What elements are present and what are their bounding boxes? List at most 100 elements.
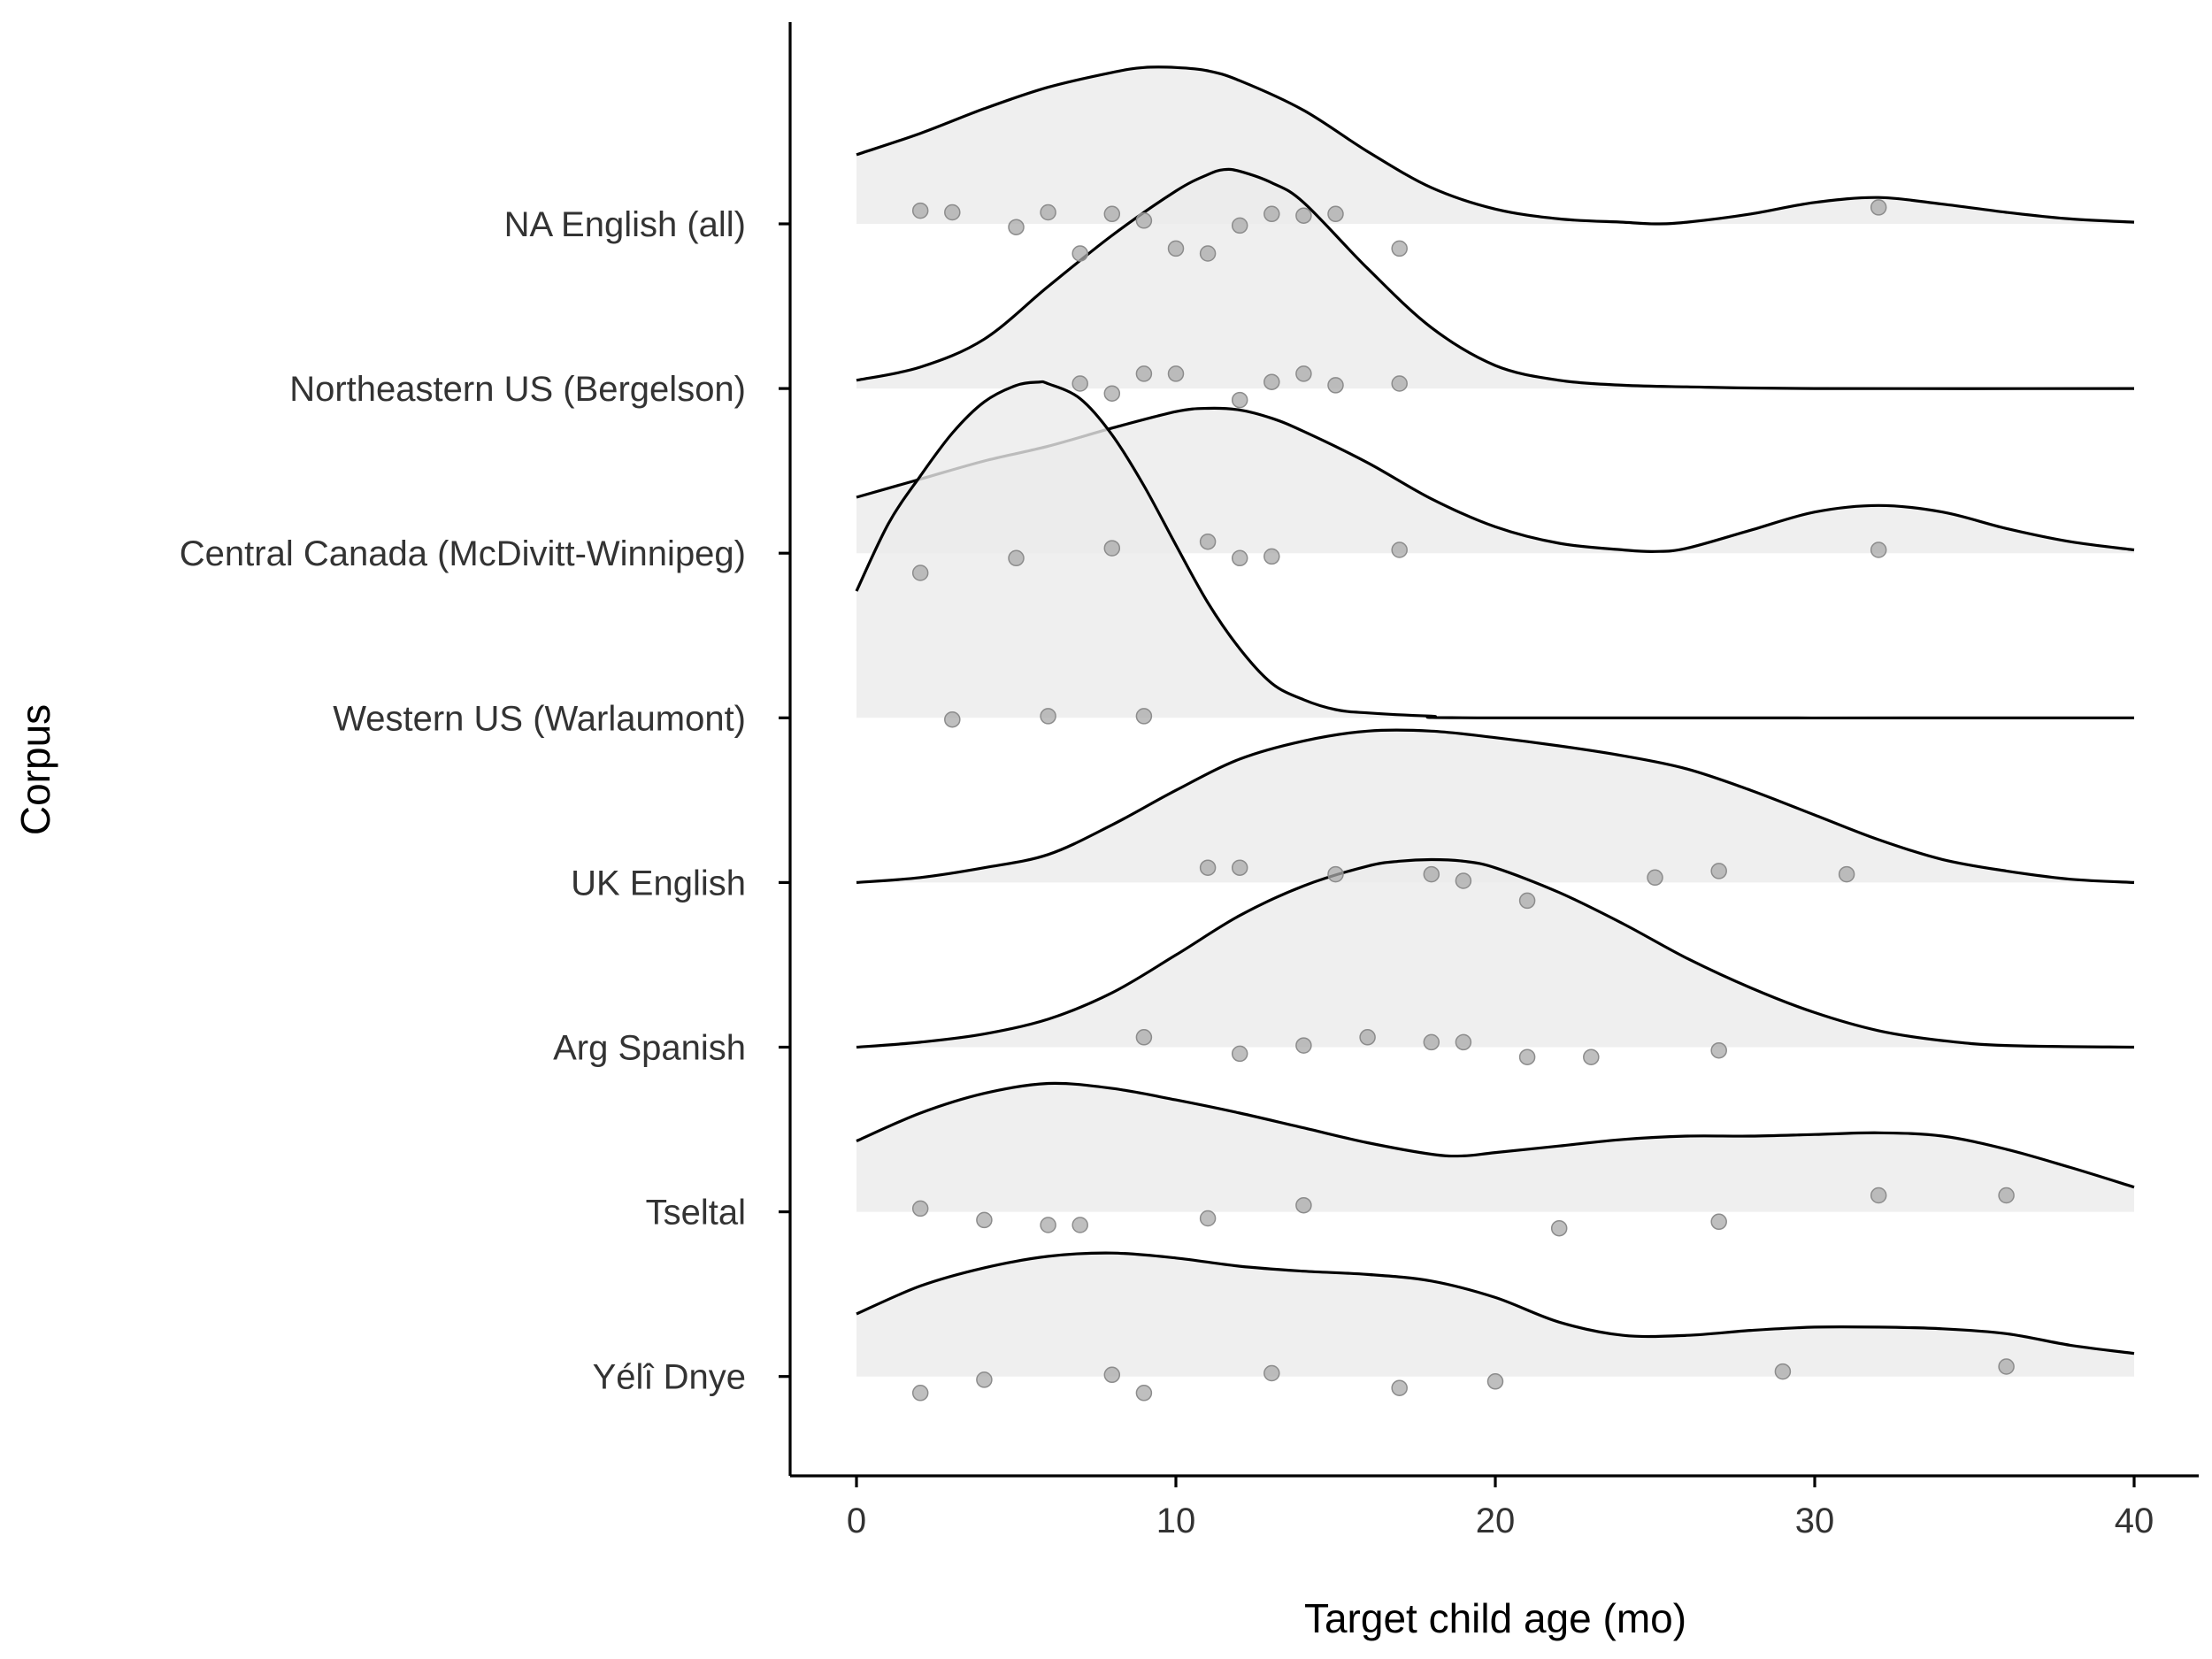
ridge-fill-arg-spanish bbox=[856, 859, 2134, 1048]
point-tseltal bbox=[1550, 1219, 1568, 1237]
point-arg-spanish bbox=[1231, 1045, 1248, 1063]
point-western-us-warlaumont bbox=[944, 710, 961, 728]
y-tick-label-central-canada-mcdivitt-winnipeg: Central Canada (McDivitt-Winnipeg) bbox=[180, 534, 746, 573]
point-tseltal bbox=[1071, 1217, 1088, 1233]
point-northeastern-us-bergelson bbox=[1135, 365, 1153, 382]
point-northeastern-us-bergelson bbox=[1295, 365, 1312, 382]
x-tick-label-10: 10 bbox=[1156, 1502, 1196, 1540]
point-tseltal bbox=[1870, 1187, 1887, 1204]
y-tick-label-uk-english: UK English bbox=[571, 864, 746, 902]
point-na-english-all bbox=[1231, 217, 1248, 234]
point-central-canada-mcdivitt-winnipeg bbox=[1008, 549, 1025, 567]
ridge-line-yeli-dnye bbox=[856, 1251, 2135, 1356]
point-na-english-all bbox=[1040, 204, 1056, 221]
y-tick-label-na-english-all: NA English (all) bbox=[504, 205, 746, 244]
point-tseltal bbox=[976, 1211, 993, 1229]
point-uk-english bbox=[1327, 865, 1344, 883]
ridge-fill-central-canada-mcdivitt-winnipeg bbox=[856, 408, 2134, 554]
point-northeastern-us-bergelson bbox=[1167, 365, 1185, 382]
point-arg-spanish bbox=[1455, 1033, 1472, 1051]
point-tseltal bbox=[1295, 1196, 1312, 1214]
point-yeli-dnye bbox=[976, 1371, 993, 1388]
ridge-line-arg-spanish bbox=[856, 857, 2135, 1049]
point-yeli-dnye bbox=[1135, 1385, 1153, 1402]
point-yeli-dnye bbox=[1998, 1358, 2015, 1375]
point-arg-spanish bbox=[1710, 1041, 1727, 1059]
point-uk-english bbox=[1455, 872, 1472, 889]
point-uk-english bbox=[1199, 859, 1217, 876]
point-yeli-dnye bbox=[911, 1385, 929, 1402]
point-arg-spanish bbox=[1295, 1037, 1312, 1054]
point-na-english-all bbox=[1103, 205, 1121, 223]
point-na-english-all bbox=[1008, 219, 1025, 235]
point-uk-english bbox=[1838, 865, 1855, 883]
point-na-english-all bbox=[1071, 245, 1088, 262]
point-northeastern-us-bergelson bbox=[1231, 391, 1248, 409]
x-tick-label-20: 20 bbox=[1476, 1502, 1516, 1540]
point-uk-english bbox=[1231, 859, 1248, 876]
point-central-canada-mcdivitt-winnipeg bbox=[1391, 541, 1408, 558]
point-na-english-all bbox=[1199, 245, 1217, 262]
ridge-fill-na-english-all bbox=[856, 66, 2134, 224]
point-arg-spanish bbox=[1359, 1029, 1376, 1046]
point-na-english-all bbox=[1391, 240, 1408, 257]
point-arg-spanish bbox=[1135, 1029, 1153, 1046]
ridge-fill-yeli-dnye bbox=[856, 1253, 2134, 1377]
y-axis-title: Corpus bbox=[12, 704, 58, 835]
y-tick-label-arg-spanish: Arg Spanish bbox=[553, 1029, 746, 1068]
ridge-line-western-us-warlaumont bbox=[855, 380, 2135, 720]
point-na-english-all bbox=[911, 202, 929, 219]
ridge-fill-tseltal bbox=[856, 1083, 2134, 1212]
point-uk-english bbox=[1518, 892, 1536, 910]
point-yeli-dnye bbox=[1774, 1363, 1792, 1380]
point-arg-spanish bbox=[1583, 1048, 1600, 1065]
x-axis-title: Target child age (mo) bbox=[1304, 1595, 1686, 1641]
point-tseltal bbox=[911, 1200, 929, 1217]
point-na-english-all bbox=[1295, 207, 1312, 224]
y-tick-label-tseltal: Tseltal bbox=[646, 1194, 746, 1233]
point-na-english-all bbox=[1167, 240, 1185, 257]
x-tick-label-30: 30 bbox=[1795, 1502, 1835, 1540]
ridges-layer bbox=[855, 65, 2135, 1377]
point-tseltal bbox=[1710, 1213, 1727, 1231]
point-na-english-all bbox=[1135, 212, 1153, 229]
ridge-line-uk-english bbox=[856, 728, 2135, 884]
point-yeli-dnye bbox=[1103, 1366, 1121, 1384]
point-central-canada-mcdivitt-winnipeg bbox=[1263, 548, 1280, 565]
point-yeli-dnye bbox=[1486, 1373, 1504, 1390]
point-western-us-warlaumont bbox=[1040, 708, 1056, 725]
point-uk-english bbox=[1710, 863, 1727, 879]
point-na-english-all bbox=[1870, 199, 1887, 216]
x-tick-label-0: 0 bbox=[847, 1502, 866, 1540]
x-ticks-layer: 0 10 20 30 40 bbox=[847, 1476, 2154, 1540]
point-na-english-all bbox=[1263, 205, 1280, 223]
point-arg-spanish bbox=[1518, 1048, 1536, 1065]
point-uk-english bbox=[1647, 869, 1663, 887]
point-na-english-all bbox=[1327, 205, 1344, 223]
point-northeastern-us-bergelson bbox=[1327, 377, 1344, 394]
point-tseltal bbox=[1199, 1210, 1217, 1227]
ridge-line-na-english-all bbox=[856, 65, 2135, 226]
ridge-line-northeastern-us-bergelson bbox=[856, 167, 2135, 390]
y-tick-label-yeli-dnye: Yélî Dnye bbox=[593, 1358, 746, 1397]
ridge-fill-uk-english bbox=[856, 730, 2134, 883]
point-central-canada-mcdivitt-winnipeg bbox=[1231, 549, 1248, 567]
ridge-line-tseltal bbox=[856, 1081, 2135, 1189]
ridge-fill-northeastern-us-bergelson bbox=[856, 169, 2134, 389]
point-central-canada-mcdivitt-winnipeg bbox=[1199, 533, 1217, 550]
y-tick-label-western-us-warlaumont: Western US (Warlaumont) bbox=[333, 699, 746, 738]
point-tseltal bbox=[1040, 1217, 1056, 1233]
point-yeli-dnye bbox=[1391, 1379, 1408, 1396]
point-uk-english bbox=[1423, 865, 1440, 883]
y-tick-label-northeastern-us-bergelson: Northeastern US (Bergelson) bbox=[289, 370, 746, 409]
x-tick-label-40: 40 bbox=[2115, 1502, 2154, 1540]
point-northeastern-us-bergelson bbox=[1071, 375, 1088, 392]
point-na-english-all bbox=[944, 204, 961, 221]
point-northeastern-us-bergelson bbox=[1263, 373, 1280, 390]
point-tseltal bbox=[1998, 1187, 2015, 1204]
point-northeastern-us-bergelson bbox=[1391, 375, 1408, 392]
point-western-us-warlaumont bbox=[1135, 708, 1153, 725]
point-central-canada-mcdivitt-winnipeg bbox=[1103, 540, 1121, 557]
points-layer bbox=[911, 199, 2015, 1402]
